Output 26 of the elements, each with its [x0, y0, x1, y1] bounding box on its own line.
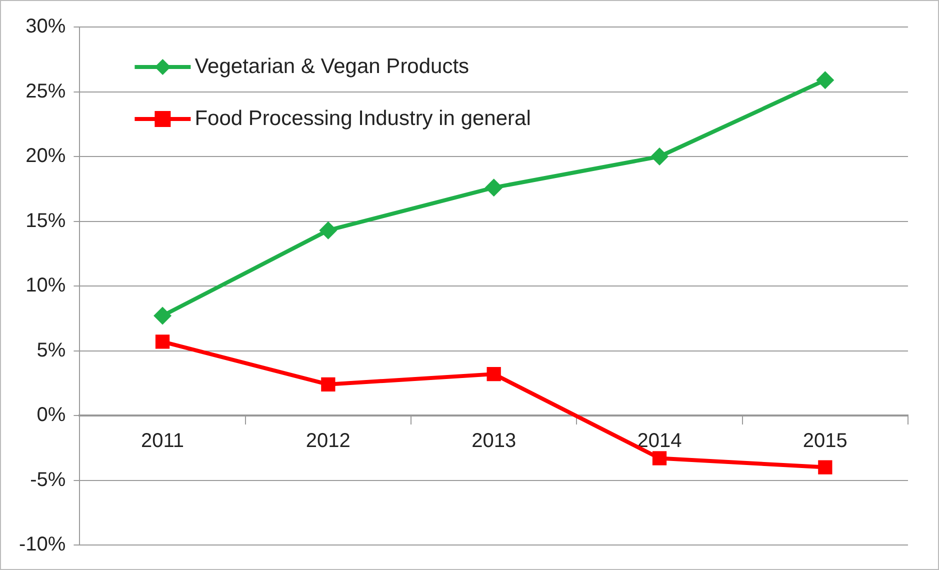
point [652, 451, 667, 466]
point [154, 306, 172, 325]
point [319, 221, 338, 240]
point [650, 148, 669, 166]
x-tick-label: 2011 [141, 430, 184, 452]
y-tick-label: -10% [18, 534, 66, 556]
x-tick-label: 2014 [637, 430, 682, 452]
point [321, 377, 336, 392]
point [155, 334, 170, 349]
point [486, 366, 501, 382]
y-tick-label: 5% [36, 339, 66, 362]
y-tick-label: 30% [26, 16, 66, 38]
x-tick-label: 2012 [306, 430, 350, 452]
y-tick-label: 0% [36, 404, 66, 426]
y-tick-label: 20% [26, 145, 66, 168]
y-tick-label: 15% [26, 210, 66, 232]
legend-label: Vegetarian & Vegan Products [194, 54, 470, 78]
point [484, 178, 503, 197]
y-tick-label: 25% [26, 80, 66, 102]
y-tick-label: -5% [30, 468, 66, 491]
point [818, 460, 832, 474]
x-tick-label: 2015 [802, 430, 848, 452]
legend-label: Food Processing Industry in general [194, 106, 531, 130]
point [816, 71, 834, 90]
y-tick-label: 10% [26, 274, 66, 297]
x-tick-label: 2013 [472, 430, 516, 452]
